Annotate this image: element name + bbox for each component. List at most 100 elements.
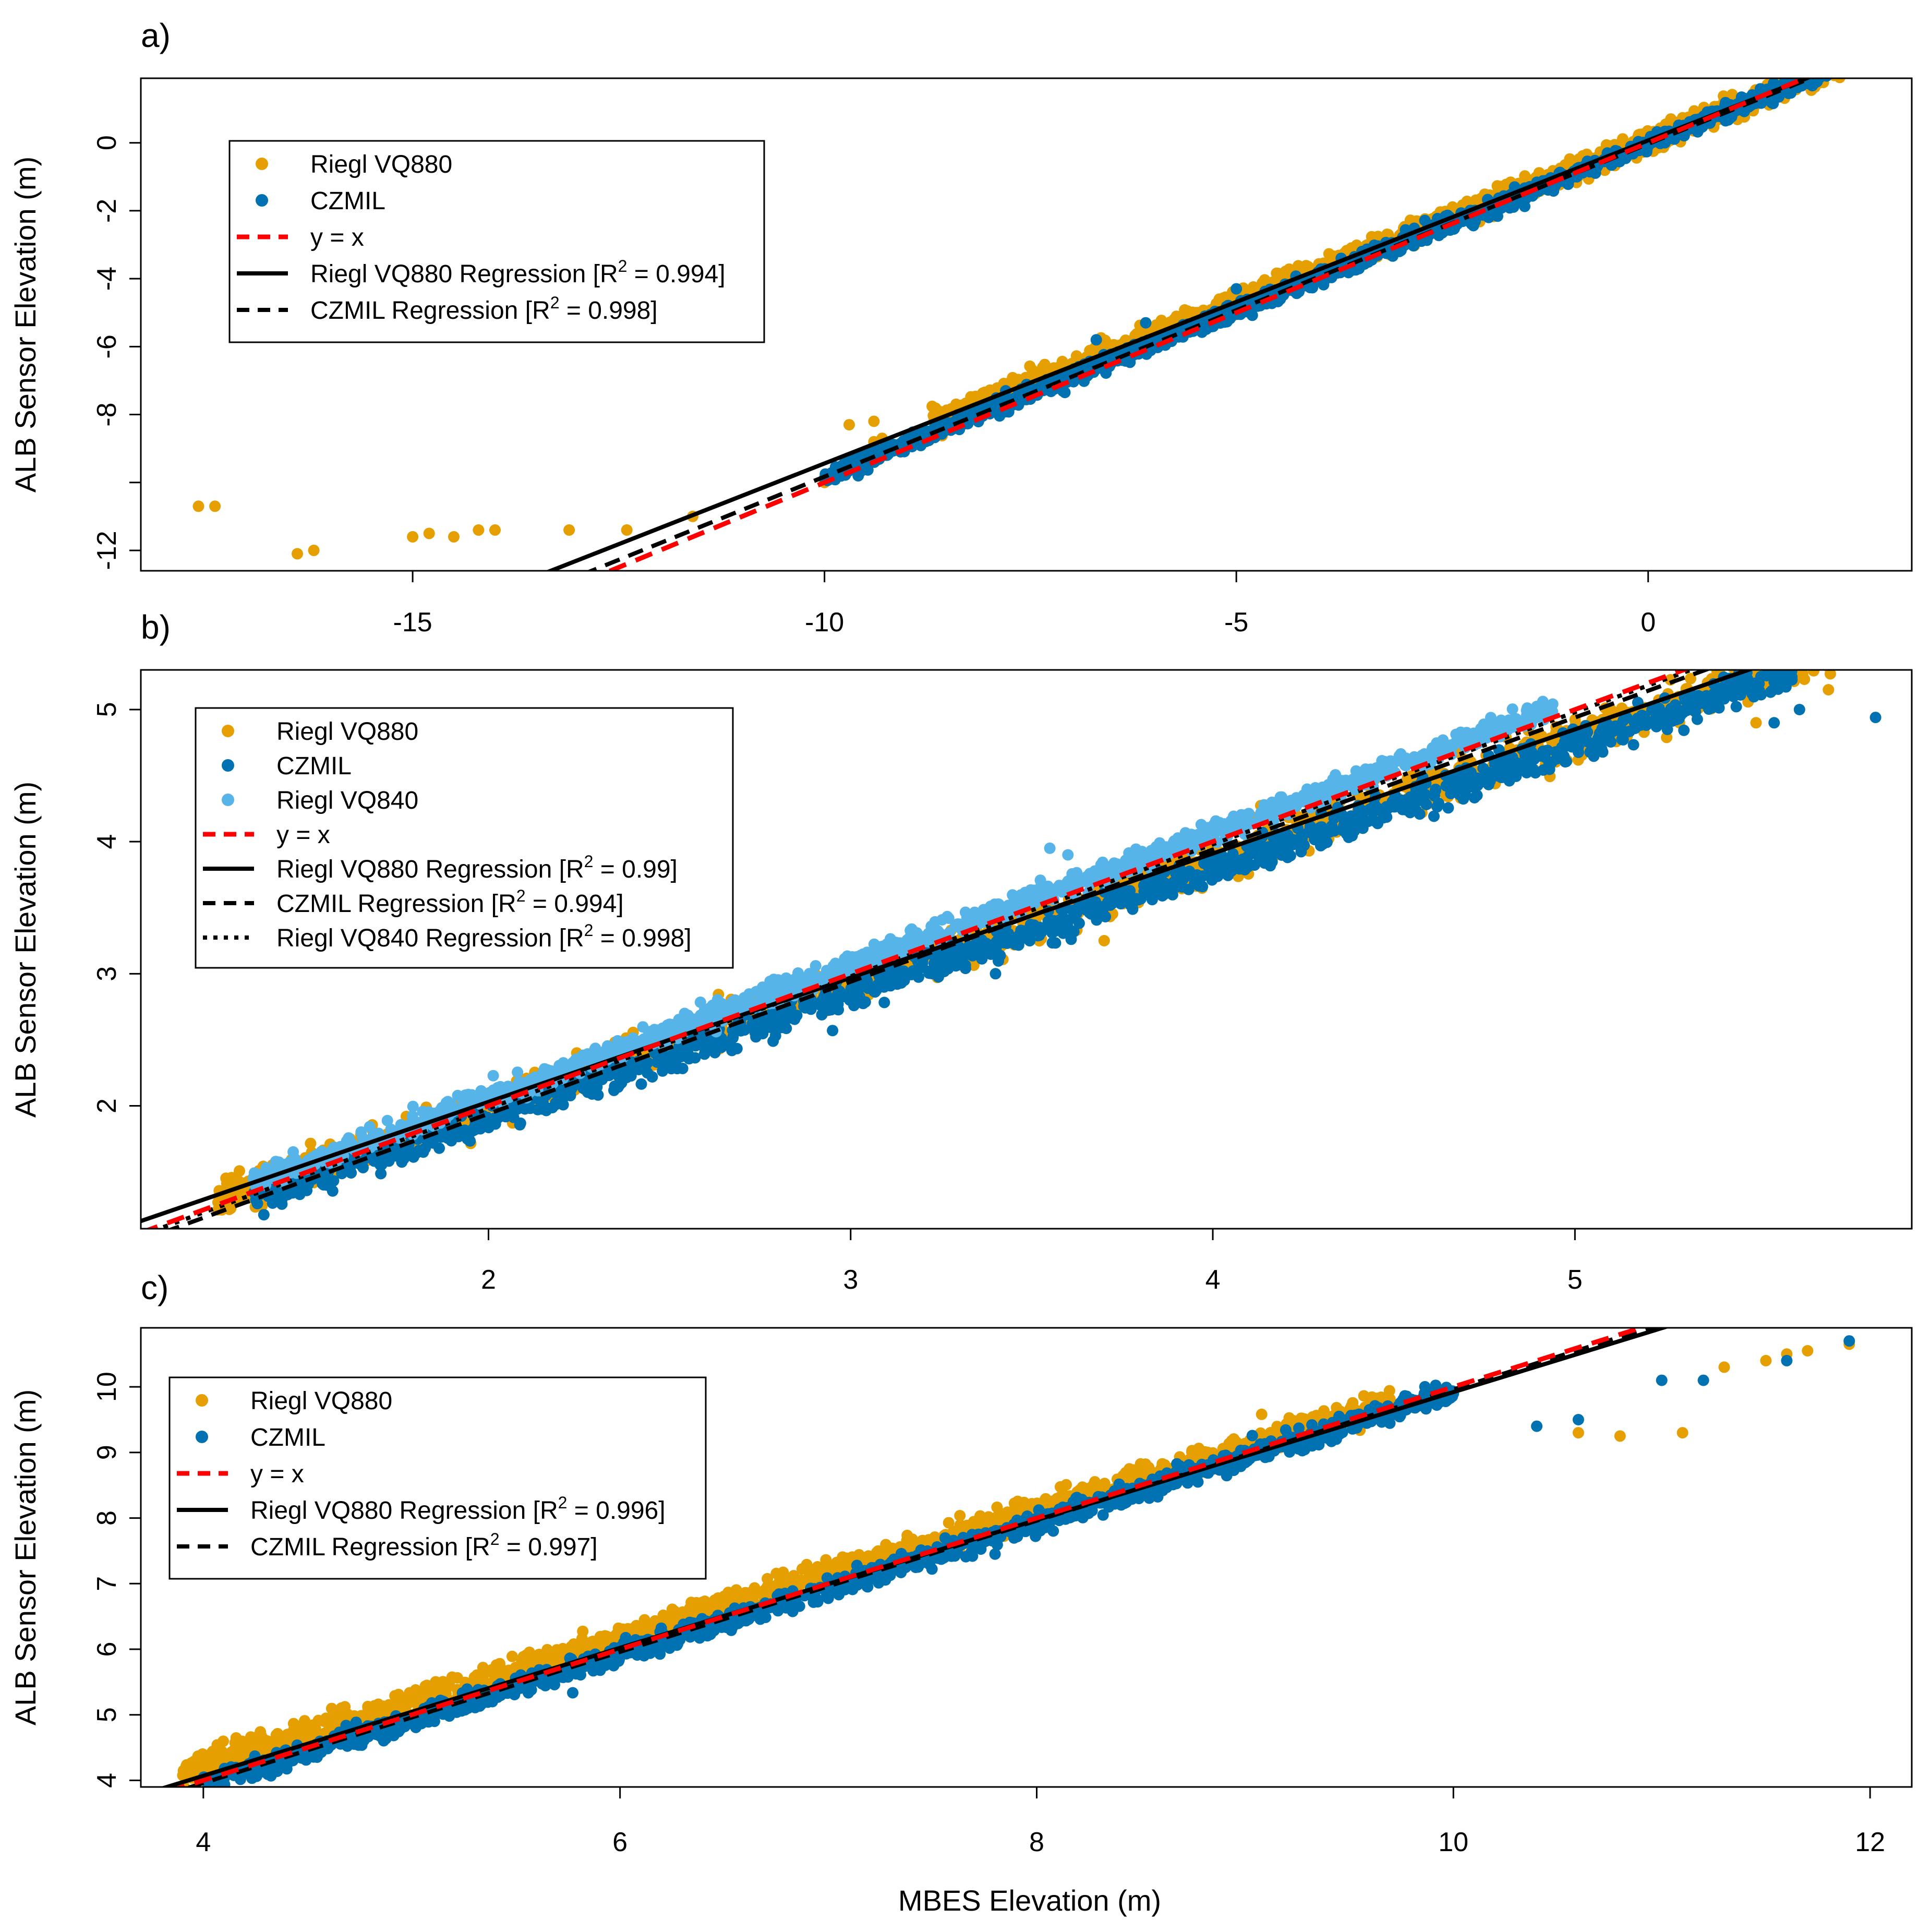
data-point <box>1838 67 1849 78</box>
panel-a: a)ALB Sensor Elevation (m)-15 -10 -5 0-12-8… <box>9 17 1913 638</box>
data-point <box>1841 62 1853 73</box>
data-point <box>1849 53 1860 64</box>
data-point <box>1764 657 1776 668</box>
data-point <box>1811 64 1823 76</box>
data-point <box>423 527 435 539</box>
data-point <box>1824 670 1836 680</box>
data-point <box>1810 63 1822 74</box>
data-point <box>1835 55 1847 67</box>
data-point <box>1324 250 1336 262</box>
data-point <box>1804 650 1816 661</box>
line-czmil-regression <box>586 78 1816 571</box>
data-point <box>1819 648 1831 659</box>
data-point <box>1787 63 1798 74</box>
data-point <box>1816 67 1827 78</box>
data-point <box>1739 658 1751 670</box>
y-tick-label: -6 <box>92 334 122 358</box>
data-point <box>1842 57 1853 69</box>
data-point <box>1852 57 1864 69</box>
data-point <box>1762 670 1768 671</box>
data-point <box>1419 214 1431 226</box>
data-point <box>1814 626 1825 638</box>
data-point <box>1140 317 1152 329</box>
data-point <box>1800 649 1811 661</box>
series-czmil <box>248 659 1881 1221</box>
data-point <box>220 1172 232 1184</box>
data-point <box>1274 293 1286 305</box>
data-point <box>1856 48 1867 59</box>
data-point <box>1822 641 1833 653</box>
legend-marker <box>256 158 268 170</box>
data-point <box>1302 261 1314 272</box>
data-point <box>1852 53 1863 64</box>
data-point <box>1807 65 1819 77</box>
panel-letter: b) <box>141 608 171 646</box>
data-point <box>1823 684 1835 695</box>
data-point <box>1627 739 1639 751</box>
data-point <box>1853 44 1865 56</box>
data-point <box>1839 631 1851 643</box>
data-point <box>308 544 320 556</box>
plot-area <box>141 626 1881 1229</box>
data-point <box>1851 54 1863 65</box>
data-point <box>1789 658 1800 669</box>
data-point <box>1819 63 1831 75</box>
data-point <box>1804 645 1816 656</box>
data-point <box>1098 935 1110 946</box>
legend-label: Riegl VQ880 <box>310 151 452 178</box>
data-point <box>1155 315 1167 327</box>
data-point <box>1730 701 1742 713</box>
data-point <box>1836 64 1848 76</box>
x-tick-label: -15 <box>393 607 432 638</box>
data-point <box>1853 41 1865 52</box>
data-point <box>1816 654 1827 665</box>
data-point <box>1828 58 1840 70</box>
data-point <box>1816 61 1828 72</box>
data-point <box>489 524 501 536</box>
data-point <box>1805 658 1816 669</box>
data-point <box>1800 65 1812 76</box>
data-point <box>621 524 633 536</box>
data-point <box>1822 61 1833 73</box>
data-point <box>1799 637 1810 648</box>
data-point <box>1790 657 1801 669</box>
data-point <box>1836 53 1847 64</box>
data-point <box>1734 670 1739 671</box>
legend-label: y = x <box>310 224 364 251</box>
data-point <box>1837 67 1848 78</box>
data-point <box>868 415 880 427</box>
data-point <box>965 392 977 404</box>
data-point <box>1804 654 1815 665</box>
data-point <box>1832 54 1843 66</box>
data-point <box>1825 64 1837 76</box>
data-point <box>1831 54 1843 65</box>
data-point <box>1855 53 1866 64</box>
data-point <box>1828 632 1839 643</box>
data-point <box>1856 51 1867 62</box>
data-point <box>1828 64 1839 75</box>
data-point <box>1492 210 1503 222</box>
data-point <box>1839 639 1850 651</box>
data-point <box>1826 78 1831 79</box>
plot-frame <box>140 77 1913 572</box>
y-tick-label: -12 <box>92 531 122 570</box>
data-point <box>1832 650 1843 661</box>
data-point <box>251 1197 263 1209</box>
data-point <box>209 500 221 512</box>
x-tick-label: -5 <box>1224 607 1248 638</box>
y-tick-label: -2 <box>92 199 122 223</box>
data-point <box>563 524 575 536</box>
data-point <box>305 1137 317 1149</box>
data-point <box>1832 59 1843 70</box>
data-point <box>1813 65 1824 76</box>
data-point <box>1834 78 1840 79</box>
data-point <box>1829 638 1840 650</box>
data-point <box>1831 61 1843 72</box>
data-point <box>1853 54 1864 66</box>
data-point <box>1831 61 1843 73</box>
data-point <box>1776 659 1787 670</box>
data-point <box>1813 641 1825 652</box>
data-point <box>1794 656 1805 667</box>
data-point <box>1776 656 1788 668</box>
data-point <box>1813 65 1824 77</box>
